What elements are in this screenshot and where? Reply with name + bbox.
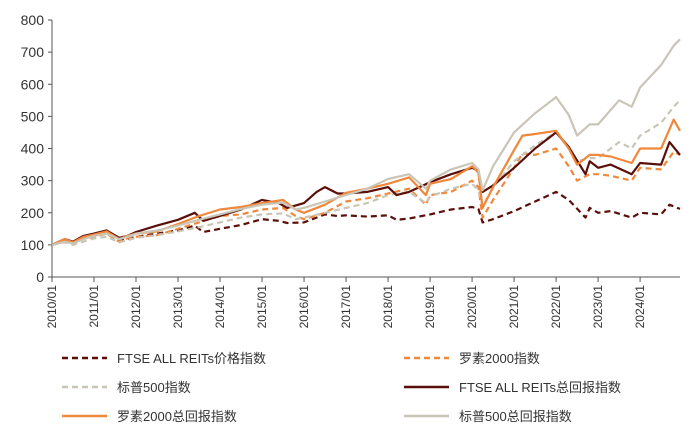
legend-label-6: 标普500总回报指数 <box>459 409 572 424</box>
y-tick-label: 800 <box>21 12 45 28</box>
series-line-5 <box>51 118 681 246</box>
x-tick-label: 2019/01 <box>423 285 437 329</box>
x-tick-label: 2015/01 <box>255 285 269 329</box>
x-tick-label: 2017/01 <box>339 285 353 329</box>
y-tick-label: 400 <box>21 141 45 157</box>
y-tick-label: 700 <box>21 44 45 60</box>
y-tick-label: 300 <box>21 173 45 189</box>
series-line-6 <box>51 38 681 246</box>
axes: 0 100 200 300 400 500 600 700 800 2010/01 2011/01 2… <box>21 12 680 328</box>
x-tick-label: 2022/01 <box>549 285 563 329</box>
x-tick-label: 2014/01 <box>213 285 227 329</box>
y-tick-label: 200 <box>21 205 45 221</box>
x-tick-label: 2013/01 <box>171 285 185 329</box>
y-tick-label: 600 <box>21 76 45 92</box>
legend-label-2: 罗素2000指数 <box>459 351 540 366</box>
x-tick-label: 2021/01 <box>507 285 521 329</box>
x-tick-label: 2023/01 <box>591 285 605 329</box>
x-tick-label: 2020/01 <box>465 285 479 329</box>
y-tick-label: 0 <box>36 269 44 285</box>
legend-label-3: 标普500指数 <box>117 380 191 395</box>
x-tick-label: 2018/01 <box>381 285 395 329</box>
legend-label-5: 罗素2000总回报指数 <box>117 409 237 424</box>
x-tick-label: 2024/01 <box>633 285 647 329</box>
y-tick-label: 500 <box>21 108 45 124</box>
series-line-3 <box>51 99 681 246</box>
x-tick-label: 2011/01 <box>87 285 101 328</box>
x-tick-label: 2010/01 <box>45 285 59 329</box>
series-line-2 <box>51 147 681 246</box>
series-layer <box>51 38 681 246</box>
x-tick-label: 2016/01 <box>297 285 311 329</box>
x-tick-label: 2012/01 <box>129 285 143 329</box>
legend-label-4: FTSE ALL REITs总回报指数 <box>459 380 621 395</box>
y-tick-label: 100 <box>21 237 45 253</box>
legend-label-1: FTSE ALL REITs价格指数 <box>117 351 266 366</box>
